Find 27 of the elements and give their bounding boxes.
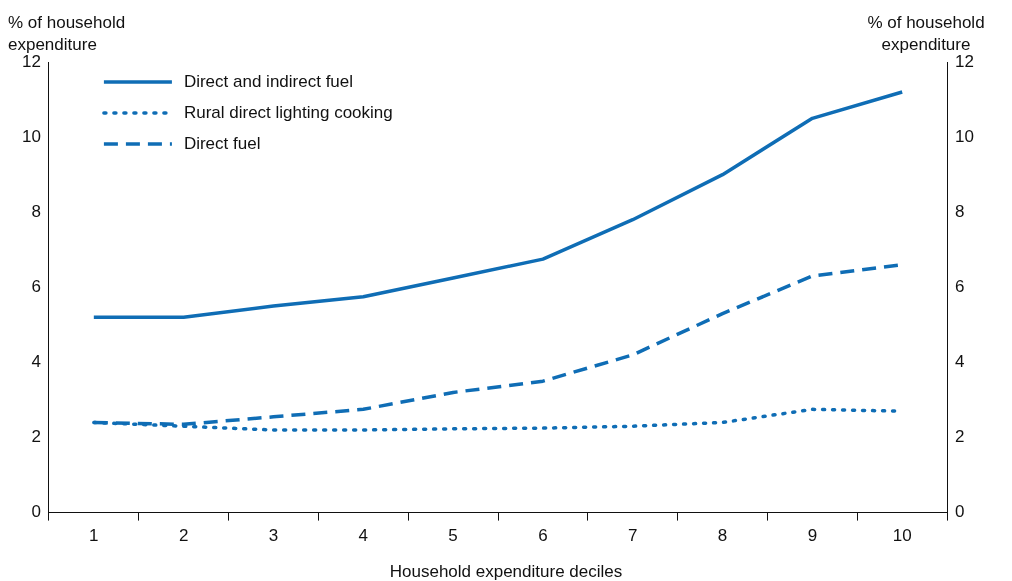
x-tick-label: 5 (448, 526, 458, 546)
y-tick-label: 8 (31, 201, 41, 221)
y2-tick-label: 6 (955, 276, 965, 296)
x-tick-label: 9 (807, 526, 818, 546)
y-tick-label: 4 (31, 352, 41, 372)
y2-tick-label: 10 (955, 126, 975, 146)
x-tick-label: 4 (358, 526, 369, 546)
y-tick-label: 6 (31, 276, 41, 296)
x-tick-label: 1 (89, 526, 99, 546)
y2-tick-label: 8 (955, 201, 965, 221)
y2-tick-label: 4 (955, 352, 965, 372)
y2-tick-label: 0 (955, 502, 965, 522)
y-tick-label: 10 (21, 126, 41, 146)
y2-tick-label: 2 (955, 427, 965, 447)
y-tick-label: 2 (31, 427, 41, 447)
x-tick-label: 7 (627, 526, 638, 546)
legend-label: Direct fuel (183, 133, 261, 153)
legend-label: Rural direct lighting cooking (183, 102, 393, 122)
y-axis-title: % of household expenditure (8, 12, 127, 55)
x-tick-label: 2 (178, 526, 189, 546)
x-axis-title: Household expenditure deciles (388, 561, 624, 581)
x-tick-label: 10 (892, 526, 912, 546)
x-tick-label: 8 (717, 526, 728, 546)
y-tick-label: 0 (31, 502, 41, 522)
legend-label: Direct and indirect fuel (183, 71, 354, 91)
x-tick-label: 3 (268, 526, 279, 546)
x-tick-label: 6 (538, 526, 548, 546)
